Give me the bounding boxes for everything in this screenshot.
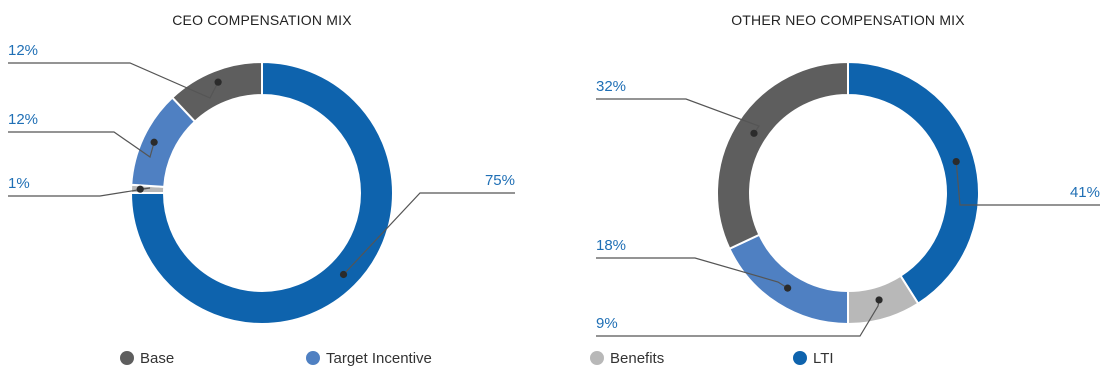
neo-marker-lti: [952, 157, 960, 166]
neo-leader-base: [596, 98, 760, 134]
legend-item-target-incentive: Target Incentive: [306, 350, 432, 367]
ceo-marker-base: [214, 78, 222, 86]
neo-marker-base: [750, 129, 758, 137]
legend-item-base: Base: [120, 350, 174, 367]
neo-label-benefits: 9%: [596, 315, 618, 332]
legend-label-base: Base: [140, 350, 174, 367]
neo-chart-title: OTHER NEO COMPENSATION MIX: [731, 12, 965, 28]
neo-leader-lti: [955, 161, 1100, 206]
ceo-marker-benefits: [136, 185, 144, 193]
neo-label-base: 32%: [596, 78, 626, 95]
legend-label-lti: LTI: [813, 350, 834, 367]
legend-label-benefits: Benefits: [610, 350, 664, 367]
legend-swatch-target-incentive: [306, 351, 320, 365]
neo-label-target-incentive: 18%: [596, 237, 626, 254]
ceo-slice-lti: [129, 60, 394, 325]
ceo-donut: 75% 1% 12% 12%: [8, 42, 515, 325]
ceo-label-target-incentive: 12%: [8, 111, 38, 128]
neo-label-lti: 41%: [1070, 184, 1100, 201]
neo-slice-base: [716, 60, 849, 251]
legend-item-lti: LTI: [793, 350, 834, 367]
neo-slice-lti: [847, 60, 980, 305]
legend-swatch-benefits: [590, 351, 604, 365]
ceo-label-benefits: 1%: [8, 175, 30, 192]
neo-slice-target-incentive: [728, 233, 849, 326]
ceo-marker-lti: [339, 270, 348, 279]
ceo-slice-base: [170, 60, 263, 123]
ceo-leader-base: [8, 62, 219, 99]
legend-label-target-incentive: Target Incentive: [326, 350, 432, 367]
ceo-label-base: 12%: [8, 42, 38, 59]
legend-swatch-lti: [793, 351, 807, 365]
legend-swatch-base: [120, 351, 134, 365]
ceo-leader-target-incentive: [8, 131, 155, 158]
neo-marker-benefits: [875, 296, 883, 304]
neo-marker-target-incentive: [784, 284, 792, 292]
ceo-leader-benefits: [8, 187, 151, 197]
ceo-leader-lti: [343, 192, 515, 275]
legend-item-benefits: Benefits: [590, 350, 664, 367]
neo-donut: 41% 9% 18% 32%: [596, 60, 1100, 337]
neo-leader-target-incentive: [596, 257, 788, 289]
ceo-marker-target-incentive: [150, 138, 158, 146]
ceo-chart-title: CEO COMPENSATION MIX: [172, 12, 352, 28]
ceo-label-lti: 75%: [485, 172, 515, 189]
